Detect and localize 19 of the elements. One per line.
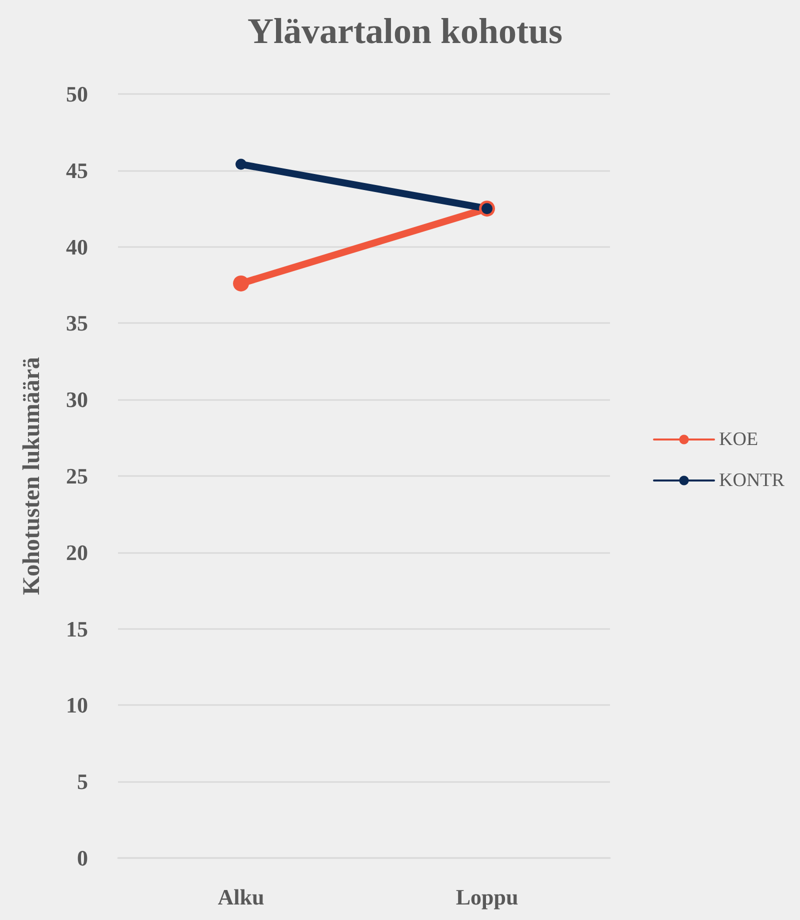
legend-label: KONTR bbox=[719, 470, 785, 491]
point bbox=[236, 158, 246, 170]
x-tick-label: Loppu bbox=[456, 884, 518, 910]
chart-title: Ylävartalon kohotus bbox=[247, 11, 563, 51]
y-tick-label: 30 bbox=[66, 387, 88, 412]
x-tick-label: Alku bbox=[218, 884, 264, 910]
y-tick-label: 0 bbox=[77, 846, 88, 870]
y-tick-label: 50 bbox=[66, 82, 88, 106]
point bbox=[233, 275, 249, 292]
y-tick-label: 40 bbox=[66, 234, 88, 260]
y-tick-label: 15 bbox=[66, 616, 88, 642]
y-tick-label: 20 bbox=[66, 540, 88, 565]
y-tick-label: 10 bbox=[66, 692, 88, 718]
legend-label: KOE bbox=[719, 429, 758, 450]
y-tick-label: 5 bbox=[77, 769, 88, 794]
y-tick-label: 45 bbox=[66, 158, 88, 183]
y-axis-title: Kohotusten lukumäärä bbox=[19, 356, 45, 596]
y-tick-label: 35 bbox=[66, 310, 88, 336]
y-tick-label: 25 bbox=[66, 464, 88, 488]
